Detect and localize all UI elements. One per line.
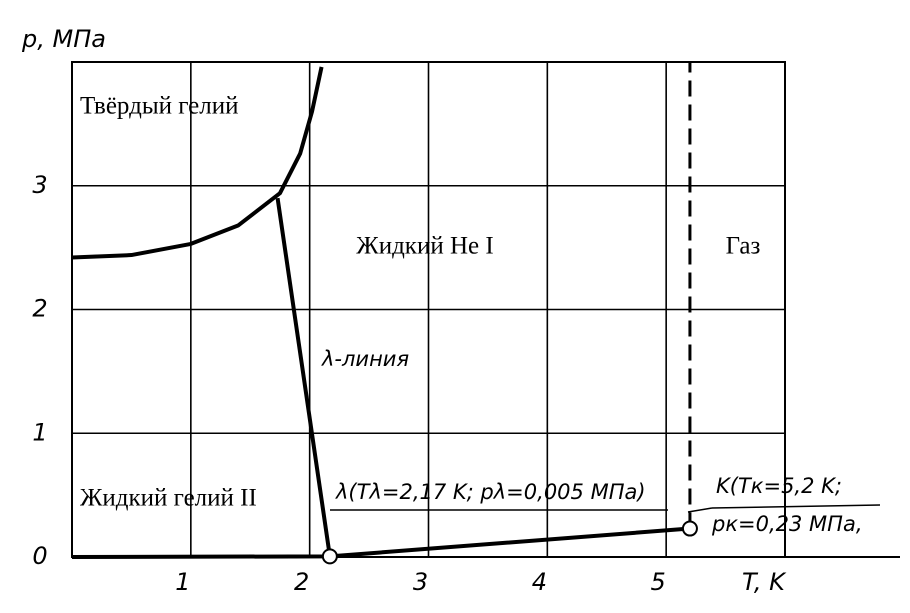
x-tick-label: 1	[175, 568, 190, 596]
annotation: λ-линия	[321, 347, 409, 371]
leader-line	[711, 504, 881, 509]
phase-line	[71, 526, 691, 559]
x-tick-label: 3	[413, 568, 428, 596]
point	[681, 520, 698, 537]
annotation: Жидкий гелий II	[80, 485, 257, 512]
point	[321, 548, 338, 565]
phase-line	[275, 197, 332, 557]
y-tick-label: 2	[32, 295, 47, 323]
leader-line	[687, 507, 713, 513]
phase-line	[71, 66, 324, 260]
y-axis-label: p, МПа	[21, 25, 106, 53]
x-tick-label: 5	[651, 568, 666, 596]
x-axis-label: T, K	[742, 568, 787, 596]
annotation: Твёрдый гелий	[80, 93, 239, 120]
y-tick-label: 0	[32, 542, 47, 570]
annotation: K(Tк=5,2 K;	[716, 474, 842, 498]
y-tick-label: 3	[32, 171, 47, 199]
x-tick-label: 2	[294, 568, 309, 596]
x-tick-label: 4	[532, 568, 547, 596]
y-tick-label: 1	[32, 418, 47, 446]
annotation: λ(Tλ=2,17 K; pλ=0,005 МПа)	[335, 480, 646, 504]
annotation: Жидкий He I	[356, 233, 493, 260]
annotation: Газ	[726, 233, 761, 260]
annotation: pк=0,23 МПа,	[711, 512, 863, 536]
